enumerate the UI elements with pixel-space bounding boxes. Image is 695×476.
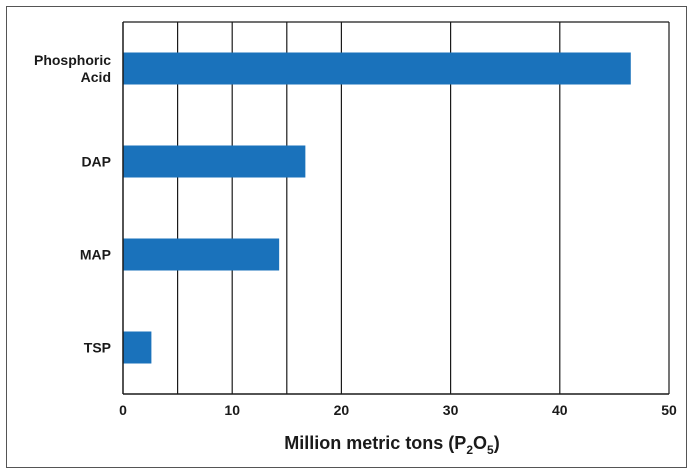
category-label: Acid (81, 69, 111, 85)
chart-frame (6, 6, 687, 468)
bar (123, 238, 280, 271)
category-label: MAP (80, 247, 111, 263)
bars (123, 52, 631, 364)
bar (123, 145, 306, 178)
x-tick-label: 0 (119, 402, 127, 418)
axes (122, 22, 669, 395)
category-label: DAP (81, 154, 111, 170)
bar (123, 331, 152, 364)
x-tick-label: 30 (443, 402, 459, 418)
x-tick-label: 50 (661, 402, 677, 418)
category-label: Phosphoric (34, 52, 111, 68)
x-tick-label: 40 (552, 402, 568, 418)
x-tick-label: 20 (334, 402, 350, 418)
category-label: TSP (84, 340, 111, 356)
x-tick-label: 10 (224, 402, 240, 418)
x-tick-labels: 0 10 20 30 40 50 (119, 402, 677, 418)
x-axis-title: Million metric tons (P2O5) (284, 433, 499, 457)
bar (123, 52, 631, 85)
